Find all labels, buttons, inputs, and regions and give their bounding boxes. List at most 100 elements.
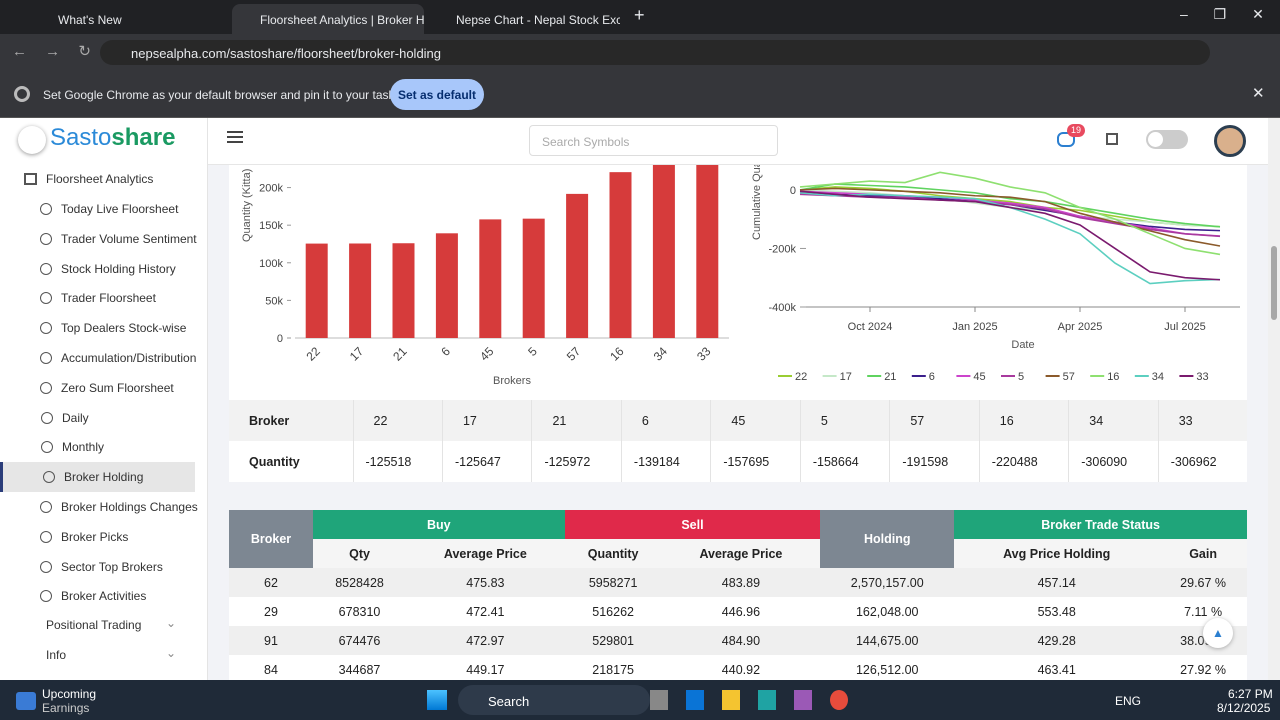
radio-icon	[40, 203, 52, 215]
cell: 457.14	[1037, 575, 1076, 590]
legend-label[interactable]: 34	[1152, 371, 1164, 383]
cell: 144,675.00	[855, 633, 919, 648]
x-axis-label: Date	[1011, 339, 1034, 351]
sidebar-item[interactable]: Broker Picks	[0, 522, 195, 552]
legend-label[interactable]: 17	[840, 371, 852, 383]
cell: -158664	[799, 441, 890, 482]
search-box[interactable]: Search Symbols	[529, 125, 778, 156]
label: Top Dealers Stock-wise	[61, 321, 187, 336]
sidebar-section[interactable]: Floorsheet Analytics	[0, 164, 195, 194]
x-tick-label: 5	[525, 344, 540, 359]
cell: -157695	[710, 441, 801, 482]
legend-label[interactable]: 21	[884, 371, 896, 383]
tab[interactable]: Nepse Chart - Nepal Stock Exch	[456, 13, 620, 27]
clock-time[interactable]: 6:27 PM	[1228, 687, 1273, 701]
th: Average Price	[443, 546, 527, 561]
legend-label[interactable]: 5	[1018, 371, 1024, 383]
cell: 429.28	[1037, 633, 1076, 648]
legend-label[interactable]: 33	[1196, 371, 1208, 383]
cell: 2,570,157.00	[850, 575, 924, 590]
widget-a[interactable]: Upcoming	[42, 687, 97, 701]
cell: 27.92 %	[1180, 662, 1227, 677]
sidebar-item[interactable]: Broker Holdings Changes	[0, 492, 198, 522]
menu-icon[interactable]	[227, 131, 243, 143]
sidebar-item[interactable]: Accumulation/Distribution	[0, 343, 197, 373]
x-tick-label: 21	[390, 344, 410, 364]
sidebar-item[interactable]: Trader Floorsheet	[0, 283, 195, 313]
label: Trader Volume Sentiment	[61, 231, 197, 246]
cell: -306090	[1068, 441, 1159, 482]
line-series	[799, 192, 1221, 285]
row: Broker 22 17 21 6 45 5 57 16 34 33	[229, 400, 1247, 441]
cell: 16	[978, 400, 1069, 441]
nav-buttons[interactable]: ← → ↻	[12, 43, 91, 60]
cell: 57	[889, 400, 980, 441]
label: Sector Top Brokers	[61, 559, 163, 574]
logo-icon	[18, 126, 46, 154]
cell: 162,048.00	[855, 604, 919, 619]
cell: 472.97	[466, 633, 505, 648]
th: Quantity	[587, 546, 639, 561]
sidebar-section[interactable]: Positional Trading ⌄	[0, 610, 195, 640]
legend-label[interactable]: 22	[795, 371, 807, 383]
taskbar: Upcoming Earnings Search ENG 6:27 PM 8/1…	[0, 680, 1280, 720]
cell: 218175	[592, 662, 634, 677]
sidebar-item[interactable]: Monthly	[0, 432, 195, 462]
trade-table: Broker Buy Sell Holding Broker Trade Sta…	[229, 510, 1247, 680]
logo[interactable]: Sastoshare	[50, 124, 175, 152]
tab-active[interactable]: Floorsheet Analytics | Broker Ho	[232, 4, 424, 34]
cell: 449.17	[466, 662, 505, 677]
pinned-apps[interactable]	[650, 690, 860, 710]
chat-icon[interactable]	[1057, 132, 1075, 147]
new-tab[interactable]: +	[634, 5, 645, 25]
x-tick-label: Oct 2024	[848, 321, 893, 333]
legend-label[interactable]: 45	[973, 371, 985, 383]
label: Accumulation/Distribution	[61, 351, 197, 365]
cell: 7.11 %	[1184, 604, 1223, 619]
legend-label[interactable]: 16	[1107, 371, 1119, 383]
sidebar-item[interactable]: Zero Sum Floorsheet	[0, 373, 195, 403]
sidebar-item[interactable]: Trader Volume Sentiment	[0, 224, 197, 254]
widget-icon[interactable]	[16, 692, 36, 710]
x-tick-label: 16	[607, 344, 627, 364]
taskbar-search[interactable]: Search	[458, 685, 650, 715]
sidebar-item[interactable]: Stock Holding History	[0, 254, 195, 284]
sidebar-item[interactable]: Top Dealers Stock-wise	[0, 313, 195, 343]
sidebar-item[interactable]: Today Live Floorsheet	[0, 194, 195, 224]
sidebar-item[interactable]: Daily	[0, 403, 195, 433]
cell: 674476	[338, 633, 381, 648]
th: Holding	[820, 510, 955, 568]
cell: -306962	[1157, 441, 1247, 482]
tab[interactable]: What's New	[58, 13, 122, 27]
label: Info	[46, 648, 67, 662]
line-series	[799, 183, 1221, 228]
theme-toggle[interactable]	[1146, 130, 1188, 149]
sidebar-item[interactable]: Sector Top Brokers	[0, 552, 195, 582]
cell: 45	[710, 400, 801, 441]
x-tick-label: 33	[694, 344, 714, 364]
fullscreen-icon[interactable]	[1106, 133, 1118, 145]
scroll-top-button[interactable]: ▲	[1203, 618, 1233, 648]
cell: 483.89	[721, 575, 761, 590]
legend-label[interactable]: 57	[1063, 371, 1075, 383]
bar	[696, 165, 719, 338]
address-bar[interactable]: nepsealpha.com/sastoshare/floorsheet/bro…	[100, 40, 1210, 65]
row: 84 344687 449.17 218175 440.92 126,512.00 463.…	[229, 655, 1247, 680]
sidebar-section[interactable]: Info ⌄	[0, 640, 195, 670]
clock-date[interactable]: 8/12/2025	[1217, 701, 1271, 715]
legend-label[interactable]: 6	[929, 371, 935, 383]
set-default-button[interactable]: Set as default	[390, 79, 484, 110]
th: Broker	[229, 510, 313, 568]
sidebar-item[interactable]: Broker Activities	[0, 581, 195, 611]
scrollbar[interactable]	[1268, 118, 1280, 680]
banner-text: Set Google Chrome as your default browse…	[43, 88, 412, 102]
avatar[interactable]	[1214, 125, 1246, 157]
bar	[435, 233, 458, 338]
sidebar-item[interactable]: Broker Holding	[0, 462, 195, 493]
start-button[interactable]	[427, 690, 447, 710]
window-controls[interactable]: – ❐ ✕	[1180, 6, 1264, 22]
close-banner[interactable]: ✕	[1252, 85, 1265, 102]
label: Broker Picks	[61, 529, 129, 544]
language[interactable]: ENG	[1115, 694, 1142, 708]
widget-b: Earnings	[42, 701, 90, 715]
